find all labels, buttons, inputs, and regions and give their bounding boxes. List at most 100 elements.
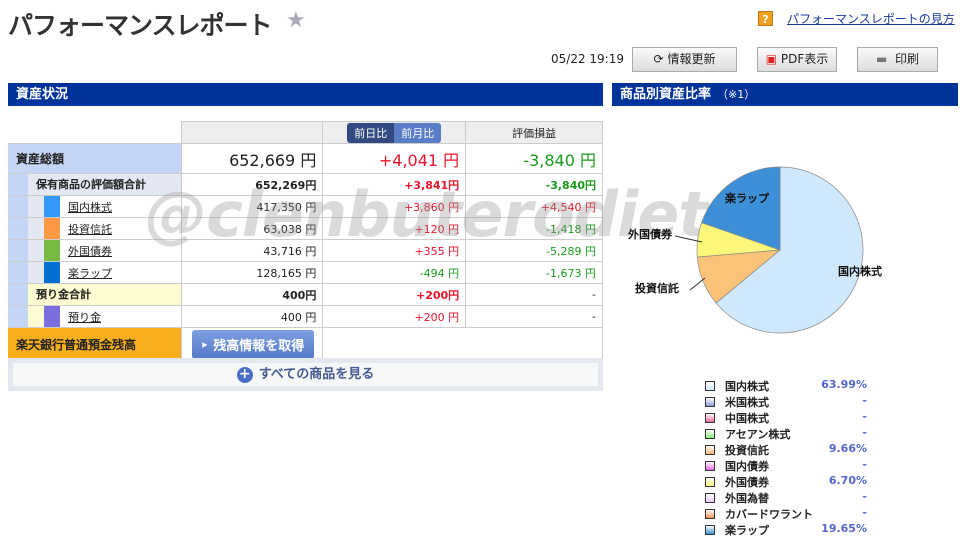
- legend-item: 国内株式 63.99%: [705, 378, 867, 394]
- item-diff: -494 円: [322, 261, 467, 284]
- assets-section-header: 資産状況: [8, 83, 603, 106]
- legend-pct: 19.65%: [821, 522, 867, 535]
- legend-name: 楽ラップ: [725, 524, 769, 537]
- item-swatch: [44, 196, 60, 217]
- legend-swatch: [705, 509, 715, 519]
- legend-swatch: [705, 493, 715, 503]
- ratio-note: （※1）: [717, 88, 756, 101]
- plus-icon: +: [236, 367, 253, 383]
- deposit-link[interactable]: 預り金: [68, 310, 101, 324]
- legend-name: 外国為替: [725, 492, 769, 505]
- holding-item-row: 楽ラップ 128,165 円 -494 円 -1,673 円: [8, 261, 603, 284]
- table-header-row: 前日比 前月比 評価損益: [8, 121, 603, 144]
- holdings-pl: -3,840円: [545, 178, 596, 192]
- get-balance-button[interactable]: ‣ 残高情報を取得: [192, 329, 315, 359]
- item-diff: +120 円: [322, 217, 467, 240]
- legend-name: 投資信託: [725, 444, 769, 457]
- item-diff: +355 円: [322, 239, 467, 262]
- legend-item: 国内債券 -: [705, 458, 867, 474]
- deposit-total-pl: -: [465, 283, 603, 306]
- pdf-label: PDF表示: [780, 52, 829, 66]
- legend-name: 外国債券: [725, 476, 769, 489]
- tab-day[interactable]: 前日比: [347, 122, 395, 143]
- legend-pct: -: [862, 426, 867, 439]
- pie-slice-label: 外国債券: [627, 227, 673, 241]
- ratio-section-header: 商品別資産比率 （※1）: [612, 83, 958, 106]
- item-link[interactable]: 国内株式: [68, 200, 112, 214]
- bank-label: 楽天銀行普通預金残高: [8, 327, 183, 361]
- pdf-button[interactable]: ▣ PDF表示: [757, 47, 837, 72]
- pie-label-leader: [674, 235, 703, 243]
- item-swatch: [44, 240, 60, 261]
- deposit-pl: -: [465, 305, 603, 328]
- holdings-row: 保有商品の評価額合計 652,269円 +3,841円 -3,840円: [8, 173, 603, 196]
- bank-row: 楽天銀行普通預金残高 ‣ 残高情報を取得: [8, 327, 603, 361]
- legend-pct: -: [862, 458, 867, 471]
- item-value: 63,038 円: [181, 217, 324, 240]
- item-diff: +3,860 円: [322, 195, 467, 218]
- item-link[interactable]: 楽ラップ: [68, 266, 112, 280]
- legend-name: 国内株式: [725, 380, 769, 393]
- item-pl: +4,540 円: [465, 195, 603, 218]
- tab-month[interactable]: 前月比: [394, 122, 442, 143]
- legend-pct: 9.66%: [828, 442, 867, 455]
- item-link[interactable]: 投資信託: [68, 222, 112, 236]
- total-value: 652,669 円: [181, 143, 324, 174]
- pie-slice-label: 楽ラップ: [724, 191, 770, 205]
- item-value: 128,165 円: [181, 261, 324, 284]
- deposit-value: 400 円: [181, 305, 324, 328]
- legend-name: アセアン株式: [725, 428, 791, 441]
- pie-slice: [701, 166, 781, 251]
- holdings-diff: +3,841円: [404, 178, 460, 192]
- legend-swatch: [705, 429, 715, 439]
- legend-swatch: [705, 477, 715, 487]
- legend-item: 外国為替 -: [705, 490, 867, 506]
- view-all-button[interactable]: + すべての商品を見る: [13, 363, 598, 386]
- legend-name: 中国株式: [725, 412, 769, 425]
- legend-pct: -: [862, 394, 867, 407]
- print-button[interactable]: ▬ 印刷: [857, 47, 938, 72]
- legend-item: 楽ラップ 19.65%: [705, 522, 867, 538]
- refresh-button[interactable]: ⟳ 情報更新: [632, 47, 737, 72]
- page-title: パフォーマンスレポート: [8, 11, 273, 40]
- get-balance-label: 残高情報を取得: [213, 338, 305, 354]
- total-label: 資産総額: [8, 143, 183, 174]
- legend-name: 国内債券: [725, 460, 769, 473]
- legend-pct: -: [862, 410, 867, 423]
- item-link[interactable]: 外国債券: [68, 244, 112, 258]
- total-diff: +4,041 円: [322, 143, 467, 174]
- deposit-diff: +200 円: [322, 305, 467, 328]
- holding-item-row: 国内株式 417,350 円 +3,860 円 +4,540 円: [8, 195, 603, 218]
- assets-table: 前日比 前月比 評価損益 資産総額 652,669 円 +4,041 円 -3,8…: [8, 121, 603, 361]
- legend-pct: -: [862, 506, 867, 519]
- pie-slice-label: 国内株式: [838, 264, 882, 278]
- help-link[interactable]: パフォーマンスレポートの見方: [787, 12, 955, 26]
- assets-section-title: 資産状況: [16, 87, 69, 102]
- holdings-value: 652,269円: [255, 178, 317, 192]
- legend-item: カバードワラント -: [705, 506, 867, 522]
- item-swatch: [44, 262, 60, 283]
- view-all-label: すべての商品を見る: [258, 367, 375, 382]
- printer-icon: ▬: [876, 52, 888, 66]
- item-pl: -1,418 円: [465, 217, 603, 240]
- legend-swatch: [705, 461, 715, 471]
- pie-slice: [715, 166, 864, 334]
- legend-name: 米国株式: [725, 396, 769, 409]
- deposit-total-row: 預り金合計 400円 +200円 -: [8, 283, 603, 306]
- deposit-total-diff: +200円: [415, 288, 460, 302]
- favorite-star-icon[interactable]: ★: [286, 8, 306, 33]
- item-pl: -5,289 円: [465, 239, 603, 262]
- legend-swatch: [705, 381, 715, 391]
- pie-label-leader: [689, 277, 706, 291]
- legend-item: 米国株式 -: [705, 394, 867, 410]
- legend-swatch: [705, 413, 715, 423]
- legend-pct: 63.99%: [821, 378, 867, 391]
- legend-swatch: [705, 397, 715, 407]
- holdings-label: 保有商品の評価額合計: [28, 174, 182, 195]
- legend-pct: 6.70%: [828, 474, 867, 487]
- deposit-row: 預り金 400 円 +200 円 -: [8, 305, 603, 328]
- item-pl: -1,673 円: [465, 261, 603, 284]
- comparison-tabs: 前日比 前月比: [347, 122, 442, 143]
- legend-name: カバードワラント: [725, 508, 813, 521]
